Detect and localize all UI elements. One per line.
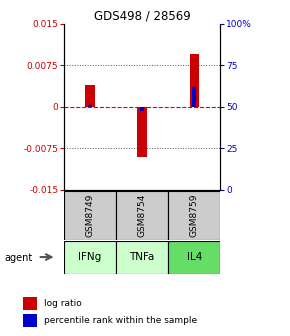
Bar [64,191,116,240]
Text: GSM8759: GSM8759 [190,194,199,237]
Text: percentile rank within the sample: percentile rank within the sample [44,317,197,325]
Bar [64,241,116,274]
Title: GDS498 / 28569: GDS498 / 28569 [94,9,191,23]
Bar [88,105,92,107]
Bar [168,191,220,240]
Text: TNFa: TNFa [129,252,155,262]
Bar [85,85,95,107]
Bar [116,191,168,240]
Text: log ratio: log ratio [44,299,81,308]
Text: GSM8754: GSM8754 [137,194,147,237]
Text: IL4: IL4 [186,252,202,262]
Text: GSM8749: GSM8749 [85,194,95,237]
Bar [23,314,37,327]
Bar [116,241,168,274]
Text: agent: agent [4,253,32,263]
Bar [192,87,196,107]
Text: IFNg: IFNg [78,252,102,262]
Bar [137,107,147,157]
Bar [190,54,199,107]
Bar [23,297,37,310]
Bar [168,241,220,274]
Bar [140,107,144,111]
